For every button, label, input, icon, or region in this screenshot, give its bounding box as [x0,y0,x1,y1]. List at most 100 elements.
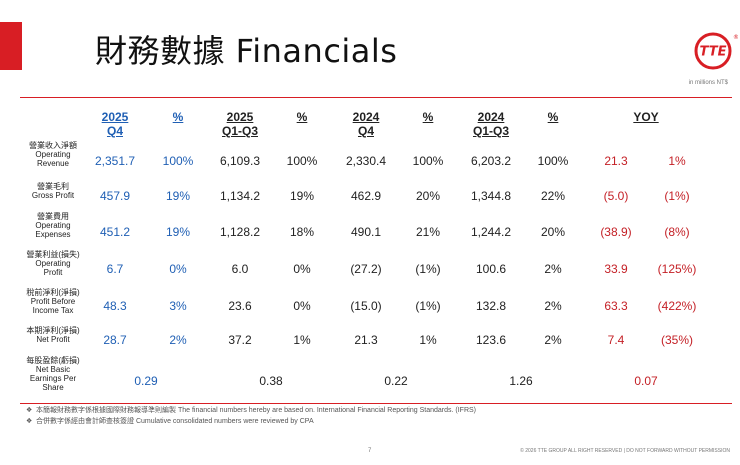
table-cell: (125%) [657,262,697,276]
table-cell: 0% [293,262,311,276]
column-header-line: Q4 [106,124,123,138]
table-cell: 100.6 [475,262,507,276]
row-label-line: Net Profit [36,335,70,344]
table-cell: 123.6 [475,333,507,347]
table-cell: 462.9 [350,189,382,203]
table-cell: 21% [415,225,441,239]
row-label-line: Expenses [35,230,71,239]
table-cell: 100% [537,154,569,168]
table-cell: 21.3 [354,333,378,347]
row-label-line: Profit [43,268,63,277]
column-header: YOY [616,110,676,124]
table-cell: 100% [412,154,444,168]
tte-logo: TTE ® [694,32,738,70]
column-header-line: YOY [633,110,659,124]
footnote: ❖ 合併數字係經由會計師查核簽證 Cumulative consolidated… [26,417,496,426]
table-cell: 21.3 [604,154,628,168]
table-cell: 6.0 [231,262,249,276]
table-cell: 19% [289,189,315,203]
column-header: 2024 Q4 [336,110,396,138]
table-cell: 0.07 [634,374,658,388]
column-header: 2025 Q4 [85,110,145,138]
table-cell: 23.6 [228,299,252,313]
table-cell: 22% [540,189,566,203]
column-header-line: % [547,110,559,124]
column-header: % [398,110,458,124]
row-label: 營業收入淨額 Operating Revenue [14,141,92,168]
table-cell: 451.2 [99,225,131,239]
table-cell: 1,128.2 [219,225,261,239]
row-label: 營業毛利 Gross Profit [14,182,92,200]
table-cell: 2,351.7 [94,154,136,168]
table-cell: 0.38 [259,374,283,388]
table-cell: 100% [286,154,318,168]
table-cell: 490.1 [350,225,382,239]
table-cell: (35%) [660,333,693,347]
row-label-line: 每股盈餘(虧損) [26,356,80,365]
row-label: 營業費用 Operating Expenses [14,212,92,239]
table-cell: 6,203.2 [470,154,512,168]
column-header: % [272,110,332,124]
row-label-line: 稅前淨利(淨損) [26,288,80,297]
column-header-line: Q1-Q3 [472,124,509,138]
table-cell: 457.9 [99,189,131,203]
row-label-line: Net Basic [35,365,71,374]
table-cell: 37.2 [228,333,252,347]
table-cell: 33.9 [604,262,628,276]
page-title: 財務數據 Financials [95,32,398,70]
row-label-line: Revenue [36,159,70,168]
table-cell: 18% [289,225,315,239]
row-label: 每股盈餘(虧損) Net Basic Earnings Per Share [14,356,92,392]
table-cell: 132.8 [475,299,507,313]
table-cell: (15.0) [350,299,382,313]
row-label-line: 營業毛利 [37,182,69,191]
column-header: % [148,110,208,124]
row-label-line: Gross Profit [31,191,75,200]
table-cell: 0% [293,299,311,313]
table-cell: 2% [544,262,562,276]
footnote-text: 合併數字係經由會計師查核簽證 Cumulative consolidated n… [36,418,314,425]
column-header: % [523,110,583,124]
column-header-line: Q1-Q3 [221,124,258,138]
column-header-line: % [422,110,434,124]
table-cell: 2% [169,333,187,347]
table-cell: 1.26 [509,374,533,388]
row-label-line: Income Tax [32,306,74,315]
row-label-line: 本期淨利(淨損) [26,326,80,335]
row-label: 營業利益(損失) Operating Profit [14,250,92,277]
table-cell: 2% [544,333,562,347]
table-cell: (422%) [657,299,697,313]
table-cell: 19% [165,225,191,239]
column-header-line: % [172,110,184,124]
row-label: 稅前淨利(淨損) Profit Before Income Tax [14,288,92,315]
table-cell: 28.7 [103,333,127,347]
table-cell: 48.3 [103,299,127,313]
bullet-icon: ❖ [26,418,33,425]
bullet-icon: ❖ [26,407,33,414]
row-label-line: 營業費用 [37,212,69,221]
column-header-line: 2025 [101,110,129,124]
column-header-line: Q4 [357,124,374,138]
accent-bar [0,22,22,70]
table-cell: 1,134.2 [219,189,261,203]
table-cell: 1,244.2 [470,225,512,239]
row-label-line: Profit Before [30,297,76,306]
table-cell: 0.22 [384,374,408,388]
column-header-line: 2025 [226,110,254,124]
table-cell: 1,344.8 [470,189,512,203]
table-cell: (27.2) [350,262,382,276]
table-cell: 63.3 [604,299,628,313]
table-cell: 6,109.3 [219,154,261,168]
row-label-line: 營業利益(損失) [26,250,80,259]
table-cell: 20% [415,189,441,203]
table-cell: (1%) [415,262,441,276]
table-cell: 100% [162,154,194,168]
table-cell: 20% [540,225,566,239]
table-top-rule [20,97,732,98]
copyright-notice: © 2026 TTE GROUP ALL RIGHT RESERVED | DO… [520,448,730,454]
table-cell: (1%) [415,299,441,313]
table-cell: 0.29 [134,374,158,388]
column-header: 2024 Q1-Q3 [461,110,521,138]
row-label-line: Share [42,383,64,392]
logo-registered-mark: ® [733,34,738,41]
